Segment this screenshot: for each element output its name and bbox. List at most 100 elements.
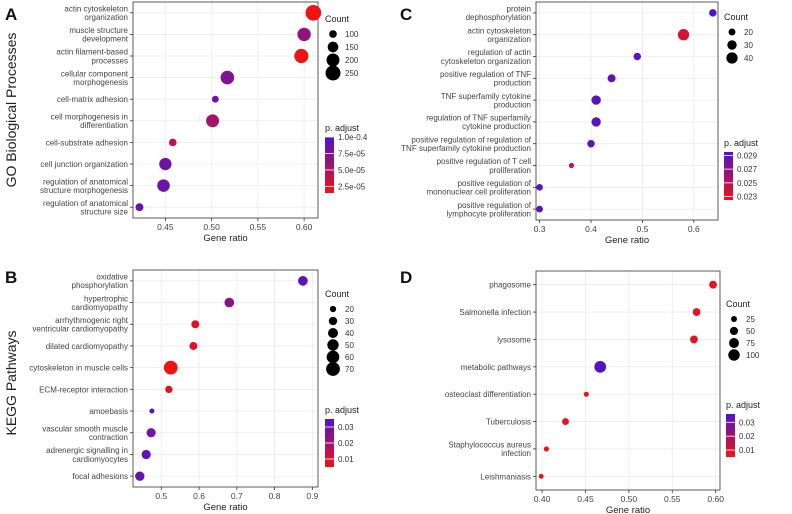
panel-label-b: B — [5, 268, 17, 287]
legend-count-dot — [729, 326, 739, 336]
category-label: cell-matrix adhesion — [57, 95, 128, 104]
legend-padj: p. adjust 0.029 0.027 0.025 0.023 — [724, 138, 759, 202]
x-tick-label: 0.50 — [203, 222, 220, 232]
plot-frame — [535, 1, 719, 221]
legend-count-label: 30 — [744, 41, 753, 50]
legend-count-label: 50 — [746, 327, 755, 336]
x-tick-label: 0.8 — [269, 491, 281, 501]
data-point — [607, 74, 616, 83]
legend-count-label: 40 — [744, 54, 753, 63]
category-label: amoebasis — [89, 407, 128, 416]
legend-count-dot — [727, 40, 737, 50]
legend-padj-label: 0.02 — [739, 432, 755, 441]
data-point — [168, 138, 177, 147]
x-tick-label: 0.3 — [534, 224, 546, 234]
legend-padj-title: p. adjust — [724, 138, 759, 148]
data-point — [141, 449, 151, 460]
data-point — [709, 9, 717, 17]
legend-count: Count 20 30 40 — [724, 12, 753, 64]
category-label: Salmonella infection — [459, 308, 531, 317]
category-label: focal adhesions — [72, 472, 128, 481]
side-label-go: GO Biological Processes — [3, 33, 19, 188]
legend-count-dot — [326, 350, 340, 364]
category-label: regulation of anatomical structure size — [43, 199, 128, 217]
data-point — [633, 52, 642, 61]
x-axis-title: Gene ratio — [203, 233, 247, 244]
x-tick-label: 0.60 — [707, 494, 724, 504]
data-point — [298, 276, 308, 286]
data-point — [543, 446, 549, 452]
legend-count-label: 150 — [345, 43, 359, 52]
category-label: regulation of TNF superfamily cytokine pr… — [426, 114, 531, 132]
panel-b: 0.5 0.6 0.7 0.8 0.9 Gene ratio oxidative phosph… — [29, 269, 360, 513]
data-point — [568, 162, 575, 169]
panel-c: 0.3 0.4 0.5 0.6 Gene ratio protein dephosphory… — [401, 1, 759, 246]
x-tick-label: 0.5 — [637, 224, 649, 234]
data-point — [690, 335, 698, 344]
data-point — [591, 117, 601, 127]
legend-count-dot — [329, 305, 337, 313]
legend-padj-label: 0.01 — [739, 446, 755, 455]
x-tick-label: 0.50 — [621, 494, 638, 504]
legend-count-title: Count — [325, 289, 350, 299]
data-point — [536, 183, 543, 191]
category-label: regulation of anatomical structure morpho… — [40, 177, 128, 195]
data-point — [594, 360, 607, 373]
category-label: metabolic pathways — [461, 363, 531, 372]
category-label: cell junction organization — [40, 160, 128, 169]
panel-label-c: C — [400, 5, 412, 24]
data-point — [562, 418, 569, 426]
data-point — [149, 408, 155, 414]
category-label: lysosome — [497, 335, 531, 344]
x-tick-label: 0.55 — [664, 494, 681, 504]
category-label: cell-substrate adhesion — [46, 138, 128, 147]
legend-count-title: Count — [724, 12, 749, 22]
data-point — [536, 205, 543, 213]
legend-padj-label: 7.5e-05 — [338, 149, 366, 158]
x-tick-label: 0.6 — [193, 491, 205, 501]
legend-count-label: 250 — [345, 69, 359, 78]
data-point — [146, 428, 156, 438]
legend-padj-title: p. adjust — [325, 123, 360, 133]
legend-count-label: 100 — [345, 30, 359, 39]
x-tick-label: 0.9 — [306, 491, 318, 501]
data-point — [191, 320, 200, 329]
category-label: positive regulation of TNF production — [440, 70, 531, 88]
legend-count-label: 60 — [345, 353, 354, 362]
data-point — [224, 297, 235, 308]
x-tick-label: 0.45 — [577, 494, 594, 504]
legend-count-label: 100 — [746, 351, 760, 360]
legend-padj-label: 0.027 — [737, 165, 758, 174]
data-point — [165, 385, 173, 394]
legend-padj-label: 0.023 — [737, 193, 758, 202]
data-point — [305, 4, 322, 21]
legend-count-dot — [326, 53, 340, 67]
x-tick-label: 0.7 — [231, 491, 243, 501]
legend-count-label: 25 — [746, 315, 755, 324]
legend-count: Count 100 150 200 250 — [325, 14, 359, 81]
legend-padj-label: 5.0e-05 — [338, 166, 366, 175]
data-point — [135, 471, 145, 481]
data-point — [294, 48, 309, 64]
legend-padj-label: 0.01 — [338, 455, 354, 464]
x-tick-label: 0.5 — [155, 491, 167, 501]
category-label: positive regulation of regulation of TNF … — [401, 135, 532, 153]
category-label: arrhythmogenic right ventricular cardiomy… — [32, 316, 128, 334]
x-axis-title: Gene ratio — [606, 505, 650, 514]
category-label: hypertrophic cardiomyopathy — [72, 294, 128, 312]
legend-padj-label: 0.029 — [737, 151, 758, 160]
legend-padj-bar — [726, 414, 735, 457]
category-label: cytoskeleton in muscle cells — [29, 364, 128, 373]
data-point — [692, 308, 701, 316]
category-label: actin cytoskeleton organization — [64, 5, 128, 23]
x-tick-label: 0.40 — [534, 494, 551, 504]
data-point — [709, 280, 717, 289]
x-axis-title: Gene ratio — [605, 235, 649, 246]
side-label-kegg: KEGG Pathways — [3, 330, 19, 435]
legend-count-label: 40 — [345, 329, 354, 338]
data-point — [677, 29, 690, 41]
data-point — [220, 70, 235, 85]
category-label: adrenergic signalling in cardiomyocytes — [46, 446, 128, 464]
legend-count-label: 20 — [345, 305, 354, 314]
